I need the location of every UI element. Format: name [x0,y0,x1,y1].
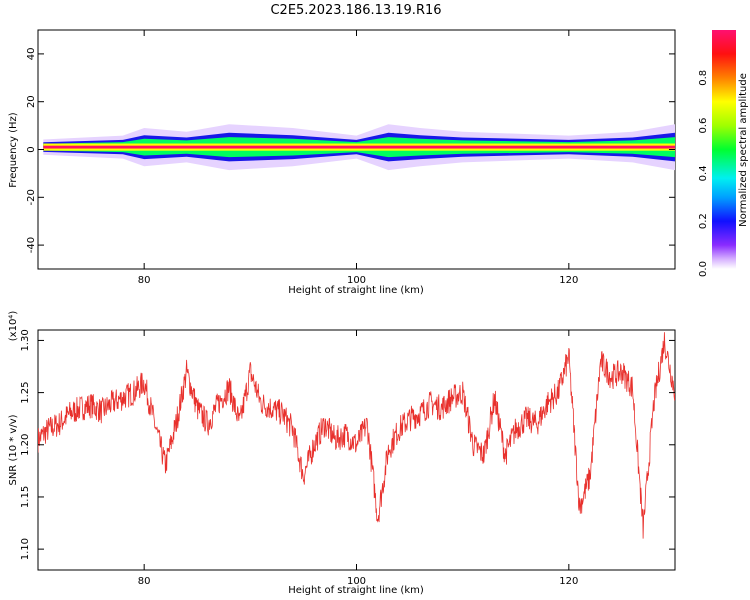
snr-x-tick-label: 80 [138,576,151,587]
spectrogram-x-tick-label: 80 [138,275,151,286]
colorbar-tick-label: 0.6 [698,118,709,134]
spectrogram-x-label: Height of straight line (km) [288,285,424,296]
spectrogram-band [43,124,675,171]
spectrogram-y-tick-label: 20 [26,95,37,108]
colorbar-tick-label: 0.8 [698,70,709,86]
snr-line [38,332,675,539]
spectrogram-y-tick-label: -40 [26,237,37,253]
spectrogram-y-ticks: -40 -20 0 20 40 [26,48,675,253]
spectrogram-y-tick-label: -20 [26,189,37,205]
snr-x-label: Height of straight line (km) [288,585,424,596]
colorbar-tick-label: 0.4 [698,165,709,181]
snr-y-tick-label: 1.15 [20,486,31,508]
spectrogram-y-tick-label: 0 [26,146,37,152]
snr-x-tick-label: 120 [559,576,578,587]
spectrogram-y-label: Frequency (Hz) [8,112,19,188]
spectrogram-peak-line [43,145,675,149]
snr-x-ticks: 80 100 120 [138,330,578,587]
colorbar-ticks: 0.0 0.2 0.4 0.6 0.8 [698,70,709,277]
colorbar-label: Normalized spectral amplitude [738,73,749,227]
spectrogram-y-tick-label: 40 [26,48,37,61]
spectrogram-x-ticks: 80 100 120 [138,30,578,286]
spectrogram-panel: -40 -20 0 20 40 80 100 120 Frequency (Hz) Heig… [8,29,676,296]
colorbar-tick-label: 0.2 [698,213,709,229]
snr-y-tick-label: 1.25 [20,381,31,403]
colorbar: 0.0 0.2 0.4 0.6 0.8 Normalized spectral ampl… [698,30,749,277]
spectrogram-x-tick-label: 120 [559,275,578,286]
snr-exponent-label: (x10⁴) [8,311,19,342]
snr-y-label: SNR (10 * v/v) [8,414,19,485]
snr-series [38,332,675,539]
colorbar-gradient [712,30,736,269]
chart-title: C2E5.2023.186.13.19.R16 [270,3,441,18]
spectrogram-x-tick-label: 100 [347,275,366,286]
snr-x-tick-label: 100 [347,576,366,587]
snr-y-tick-label: 1.10 [20,538,31,560]
snr-panel: 1.10 1.15 1.20 1.25 1.30 80 100 120 SNR (10 * … [8,311,676,596]
colorbar-tick-label: 0.0 [698,261,709,277]
snr-y-ticks: 1.10 1.15 1.20 1.25 1.30 [20,329,675,560]
snr-y-tick-label: 1.20 [20,434,31,456]
snr-y-tick-label: 1.30 [20,329,31,351]
